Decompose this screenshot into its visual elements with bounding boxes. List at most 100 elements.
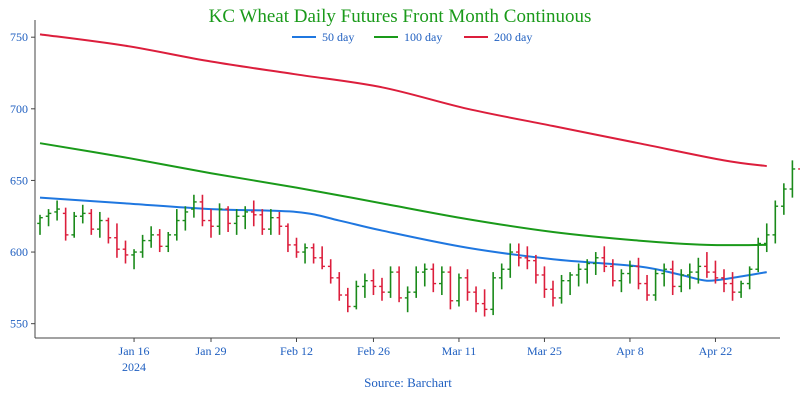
- ohlc-bar: [763, 223, 770, 253]
- ohlc-bar: [302, 243, 308, 264]
- ohlc-bar: [755, 237, 761, 273]
- chart-title: KC Wheat Daily Futures Front Month Conti…: [209, 6, 592, 27]
- ohlc-bar: [490, 272, 496, 316]
- ohlc-bar: [729, 272, 736, 301]
- legend-label: 200 day: [494, 30, 532, 44]
- x-tick-year-label: 2024: [122, 360, 146, 374]
- ohlc-bar: [601, 246, 608, 273]
- ohlc-bar: [430, 263, 437, 293]
- ohlc-bar: [558, 274, 565, 304]
- ohlc-bar: [541, 266, 548, 298]
- y-tick-label: 650: [10, 173, 28, 187]
- ohlc-bar: [439, 266, 445, 296]
- ohlc-bar: [575, 263, 582, 287]
- ohlc-bar: [635, 257, 642, 290]
- ohlc-bar: [156, 229, 163, 253]
- x-tick-label: Mar 11: [442, 344, 477, 358]
- ohlc-bar: [148, 226, 154, 248]
- ohlc-bar: [310, 243, 317, 264]
- ohlc-bar: [789, 160, 796, 198]
- ohlc-bar: [191, 194, 197, 218]
- ohlc-bar: [592, 252, 599, 275]
- ohlc-bar: [114, 223, 120, 258]
- ohlc-bar: [208, 209, 214, 238]
- chart-source: Source: Barchart: [364, 375, 452, 390]
- ohlc-bar: [421, 263, 428, 287]
- ohlc-bar: [285, 223, 291, 253]
- ohlc-bar: [533, 254, 539, 284]
- ohlc-bar: [327, 259, 334, 284]
- ohlc-bar: [345, 287, 351, 313]
- ohlc-bar: [627, 260, 633, 284]
- ma-line-200-day: [39, 33, 767, 168]
- ohlc-bar: [362, 273, 368, 298]
- ohlc-bar: [687, 263, 693, 290]
- ohlc-bar: [404, 286, 411, 313]
- ohlc-bar: [772, 200, 779, 244]
- y-tick-label: 550: [10, 317, 28, 331]
- ohlc-bar: [97, 211, 103, 238]
- ohlc-bar: [721, 269, 727, 293]
- ohlc-bar: [105, 217, 112, 244]
- ohlc-bar: [370, 269, 377, 296]
- ohlc-bar: [550, 280, 556, 307]
- ohlc-bar: [45, 209, 52, 227]
- y-tick-label: 700: [10, 102, 28, 116]
- ohlc-bar: [567, 272, 573, 296]
- ohlc-bar: [456, 273, 462, 307]
- ohlc-bar: [704, 252, 710, 278]
- ohlc-bar: [276, 211, 283, 235]
- ohlc-bar: [71, 211, 77, 238]
- x-axis-ticks: Jan 16 2024 Jan 29 Feb 12 Feb 26 Mar 11 Mar 25…: [119, 338, 733, 374]
- moving-average-lines: [39, 33, 767, 282]
- ohlc-bar: [165, 232, 172, 253]
- ohlc-bar: [88, 209, 95, 235]
- ohlc-bar: [353, 280, 360, 310]
- ohlc-bar: [678, 269, 685, 293]
- ohlc-bar: [610, 259, 616, 287]
- x-tick-label: Apr 22: [699, 344, 733, 358]
- x-tick-label: Jan 16: [119, 344, 150, 358]
- plot-area: 550 600 650 700 750 Jan 16 2024 Jan 29 Feb 12 Fe…: [10, 20, 800, 374]
- x-tick-label: Mar 25: [527, 344, 562, 358]
- ohlc-bar: [738, 280, 744, 298]
- ohlc-bar: [447, 266, 454, 310]
- ohlc-bar: [781, 183, 787, 215]
- ohlc-bar: [644, 274, 650, 301]
- ohlc-bar: [464, 269, 471, 301]
- ohlc-bar: [712, 260, 719, 284]
- legend: 50 day 100 day 200 day: [292, 30, 532, 44]
- ohlc-bar: [233, 209, 240, 235]
- ohlc-bar: [62, 207, 69, 241]
- ohlc-bar: [618, 269, 625, 293]
- legend-label: 50 day: [322, 30, 354, 44]
- ohlc-bar: [225, 206, 231, 232]
- ohlc-bar: [473, 286, 479, 313]
- x-tick-label: Jan 29: [196, 344, 227, 358]
- ohlc-bar: [661, 263, 667, 287]
- ohlc-bar: [122, 240, 129, 264]
- legend-item: 100 day: [374, 30, 442, 44]
- ohlc-bar: [387, 266, 394, 298]
- ohlc-bar: [259, 209, 266, 235]
- ohlc-bar: [54, 200, 60, 221]
- y-tick-label: 600: [10, 245, 28, 259]
- ohlc-bar: [242, 206, 248, 230]
- ohlc-bar: [481, 289, 488, 317]
- ohlc-bar: [250, 200, 257, 227]
- legend-item: 200 day: [464, 30, 532, 44]
- x-tick-label: Feb 12: [280, 344, 313, 358]
- ohlc-bar: [413, 266, 419, 298]
- legend-item: 50 day: [292, 30, 354, 44]
- ohlc-bar: [746, 266, 753, 290]
- y-tick-label: 750: [10, 30, 28, 44]
- ma-line-100-day: [39, 142, 767, 247]
- y-axis-ticks: 550 600 650 700 750: [10, 30, 35, 331]
- ma-line-50-day: [39, 196, 767, 282]
- ohlc-bar: [216, 203, 223, 235]
- legend-label: 100 day: [404, 30, 442, 44]
- ohlc-bar: [396, 266, 402, 303]
- ohlc-bar: [37, 214, 43, 235]
